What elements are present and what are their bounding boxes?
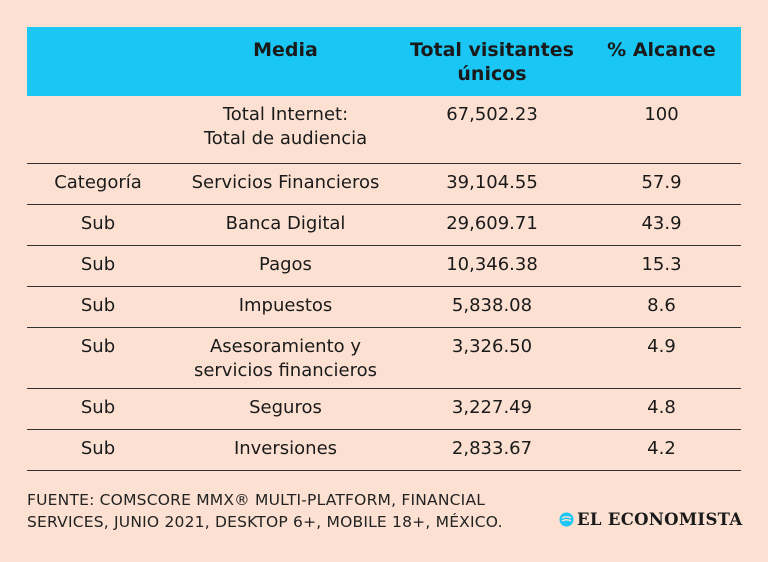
cell-nivel: Categoría [54,172,142,193]
table-row: Sub Impuestos 5,838.08 8.6 [27,287,741,328]
cell-media: Inversiones [233,438,338,459]
header-visitantes: Total visitantes únicos [402,27,582,96]
cell-nivel [27,96,169,163]
cell-alcance: 43.9 [641,213,682,234]
logo-text: EL ECONOMISTA [577,510,743,529]
cell-nivel: Sub [80,213,116,234]
cell-alcance: 4.8 [647,397,676,418]
el-economista-logo: EL ECONOMISTA [559,510,742,529]
cell-media: Total Internet: Total de audiencia [203,104,368,149]
cell-media: Banca Digital [225,213,346,234]
table-row: Categoría Servicios Financieros 39,104.5… [27,164,741,205]
logo-mark-icon [559,512,574,527]
cell-alcance: 4.2 [647,438,676,459]
source-note: FUENTE: COMSCORE MMX® MULTI-PLATFORM, FI… [27,489,503,533]
cell-nivel: Sub [80,438,116,459]
source-line-2: SERVICES, JUNIO 2021, DESKTOP 6+, MOBILE… [27,513,503,531]
cell-visitantes: 3,227.49 [451,397,533,418]
cell-alcance: 8.6 [647,295,676,316]
header-visitantes-line1: Total visitantes [410,39,574,61]
cell-visitantes: 3,326.50 [451,336,533,357]
cell-nivel: Sub [80,336,116,357]
table-row: Sub Seguros 3,227.49 4.8 [27,389,741,430]
cell-alcance: 15.3 [641,254,682,275]
source-line-1: FUENTE: COMSCORE MMX® MULTI-PLATFORM, FI… [27,491,486,509]
cell-nivel: Sub [80,295,116,316]
header-empty [27,27,169,96]
cell-media: Impuestos [238,295,333,316]
cell-visitantes: 2,833.67 [451,438,533,459]
table-row: Total Internet: Total de audiencia 67,50… [27,96,741,164]
header-visitantes-line2: únicos [457,63,527,85]
cell-media: Asesoramiento y servicios financieros [193,336,378,381]
table-row: Sub Banca Digital 29,609.71 43.9 [27,205,741,246]
cell-visitantes: 5,838.08 [451,295,533,316]
cell-visitantes: 39,104.55 [446,172,538,193]
cell-alcance: 4.9 [647,336,676,357]
table-row: Sub Asesoramiento y servicios financiero… [27,328,741,389]
table-row: Sub Pagos 10,346.38 15.3 [27,246,741,287]
header-media: Media [253,39,318,61]
cell-alcance: 57.9 [641,172,682,193]
cell-media: Pagos [259,254,312,275]
cell-media: Seguros [249,397,322,418]
cell-alcance: 100 [644,104,679,125]
cell-visitantes: 10,346.38 [446,254,538,275]
cell-visitantes: 67,502.23 [446,104,538,125]
table-header: Media Total visitantes únicos % Alcance [27,27,741,96]
data-table: Media Total visitantes únicos % Alcance … [27,27,741,471]
cell-nivel: Sub [80,254,116,275]
cell-media: Servicios Financieros [191,172,380,193]
cell-visitantes: 29,609.71 [446,213,538,234]
cell-nivel: Sub [80,397,116,418]
table-row: Sub Inversiones 2,833.67 4.2 [27,430,741,471]
header-alcance: % Alcance [607,39,716,61]
